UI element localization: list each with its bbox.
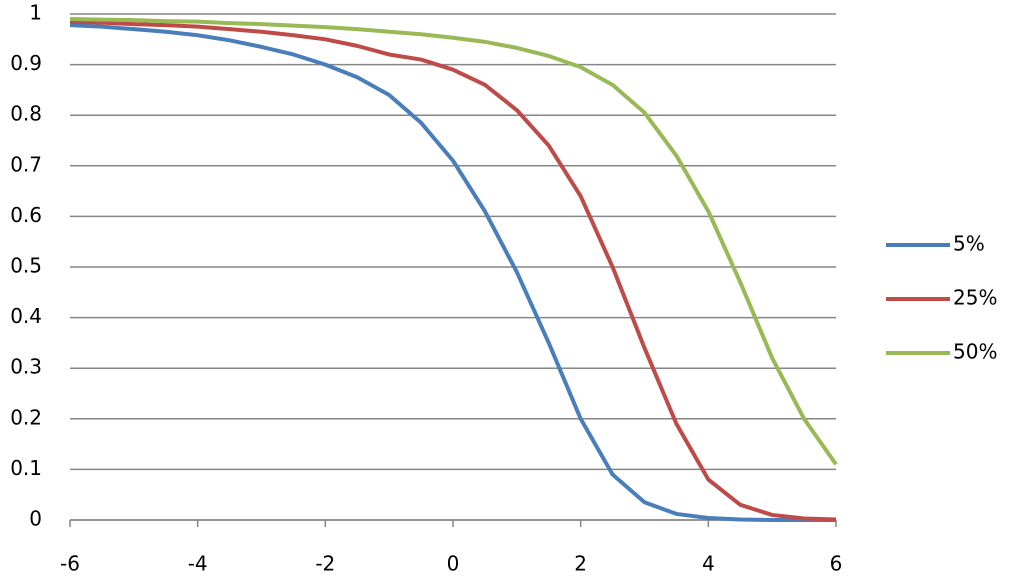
series-line [69,17,838,466]
y-tick-label: 0.6 [10,203,42,227]
y-tick-label: 0 [29,507,42,531]
y-tick-label: 0.8 [10,102,42,126]
y-tick-label: 1 [29,1,42,25]
legend-label: 25% [953,286,997,310]
x-tick-label: 4 [702,552,715,576]
y-tick-label: 0.5 [10,254,42,278]
x-tick-label: 2 [574,552,587,576]
x-tick-label: -2 [315,552,335,576]
y-tick-label: 0.9 [10,51,42,75]
y-tick-label: 0.1 [10,456,42,480]
x-tick-label: 6 [830,552,843,576]
series-line [69,23,836,522]
series-line [69,19,837,522]
x-tick-label: 0 [447,552,460,576]
y-tick-label: 0.2 [10,405,42,429]
legend-label: 5% [953,232,985,256]
y-tick-label: 0.3 [10,355,42,379]
legend-label: 50% [953,340,997,364]
y-tick-label: 0.4 [10,304,42,328]
y-tick-label: 0.7 [10,152,42,176]
x-tick-label: -4 [188,552,208,576]
x-tick-label: -6 [60,552,80,576]
